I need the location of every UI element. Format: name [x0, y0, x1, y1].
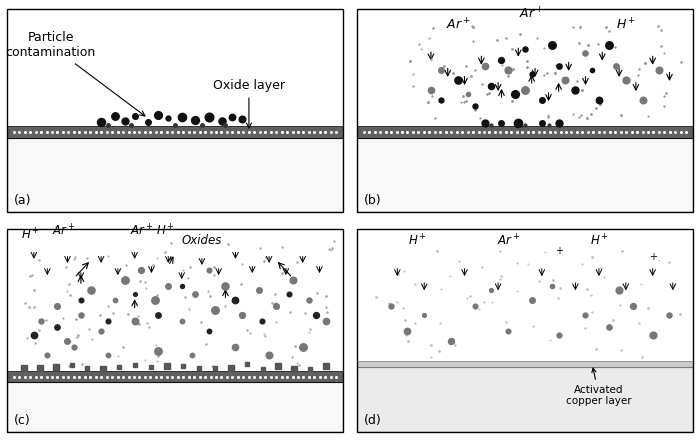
Text: $\mathregular{Ar^+}$: $\mathregular{Ar^+}$	[52, 223, 76, 239]
Bar	[7, 382, 343, 432]
Text: $\mathregular{H^+}$: $\mathregular{H^+}$	[155, 223, 174, 239]
Text: Oxides: Oxides	[182, 234, 222, 247]
Bar	[357, 138, 693, 212]
Text: $\mathregular{Ar^+}$: $\mathregular{Ar^+}$	[445, 17, 470, 32]
Text: (d): (d)	[364, 414, 382, 427]
Text: $\mathregular{Ar^+}$: $\mathregular{Ar^+}$	[496, 233, 520, 249]
Bar	[7, 127, 343, 138]
Text: $\mathregular{H^+}$: $\mathregular{H^+}$	[408, 233, 427, 249]
Text: +: +	[554, 246, 563, 256]
Text: Particle
contamination: Particle contamination	[6, 31, 145, 116]
Text: $\mathregular{Ar^+}$: $\mathregular{Ar^+}$	[519, 7, 544, 22]
Text: $\mathregular{Ar^+}$: $\mathregular{Ar^+}$	[130, 223, 153, 239]
Text: (b): (b)	[364, 194, 382, 206]
Text: Oxide layer: Oxide layer	[213, 79, 285, 128]
Text: Activated
copper layer: Activated copper layer	[566, 368, 631, 407]
Text: (c): (c)	[14, 414, 31, 427]
Text: $\mathregular{H^+}$: $\mathregular{H^+}$	[616, 17, 636, 32]
Bar	[357, 127, 693, 138]
Bar	[357, 367, 693, 432]
Bar	[357, 361, 693, 367]
Text: +: +	[649, 252, 657, 262]
Bar	[7, 371, 343, 382]
Text: (a): (a)	[14, 194, 32, 206]
Text: $\mathregular{H^+}$: $\mathregular{H^+}$	[589, 233, 608, 249]
Bar	[7, 138, 343, 212]
Text: $\mathregular{H^+}$: $\mathregular{H^+}$	[21, 227, 40, 243]
